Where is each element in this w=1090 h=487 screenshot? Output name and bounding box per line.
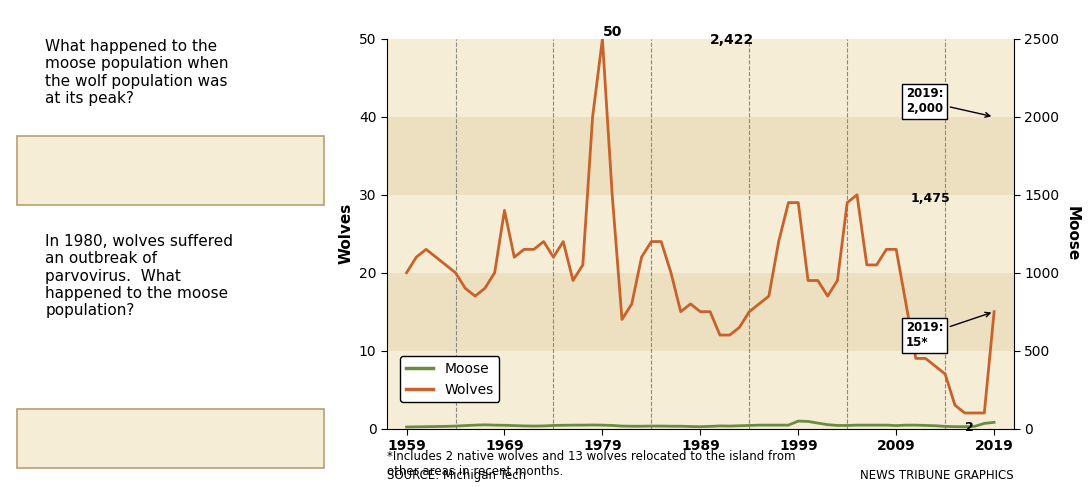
Bar bbox=[387, 351, 1014, 429]
Text: In 1980, wolves suffered
an outbreak of
parvovirus.  What
happened to the moose
: In 1980, wolves suffered an outbreak of … bbox=[46, 234, 233, 318]
Text: 2019:
2,000: 2019: 2,000 bbox=[906, 87, 990, 117]
Y-axis label: Wolves: Wolves bbox=[338, 203, 353, 264]
Bar bbox=[387, 273, 1014, 351]
Text: 2019:
15*: 2019: 15* bbox=[906, 312, 990, 349]
FancyBboxPatch shape bbox=[17, 136, 325, 205]
Text: 1,475: 1,475 bbox=[910, 192, 950, 205]
Text: 2,422: 2,422 bbox=[710, 33, 754, 47]
FancyBboxPatch shape bbox=[17, 409, 325, 468]
Text: 2: 2 bbox=[966, 421, 974, 434]
Text: What happened to the
moose population when
the wolf population was
at its peak?: What happened to the moose population wh… bbox=[46, 39, 229, 106]
Y-axis label: Moose: Moose bbox=[1065, 206, 1080, 262]
Text: SOURCE: Michigan Tech: SOURCE: Michigan Tech bbox=[387, 469, 526, 482]
Text: 50: 50 bbox=[603, 25, 622, 39]
Text: NEWS TRIBUNE GRAPHICS: NEWS TRIBUNE GRAPHICS bbox=[860, 469, 1014, 482]
Bar bbox=[387, 195, 1014, 273]
Legend: Moose, Wolves: Moose, Wolves bbox=[400, 356, 499, 402]
Text: *Includes 2 native wolves and 13 wolves relocated to the island from
other areas: *Includes 2 native wolves and 13 wolves … bbox=[387, 450, 796, 478]
Bar bbox=[387, 39, 1014, 117]
Bar bbox=[387, 117, 1014, 195]
